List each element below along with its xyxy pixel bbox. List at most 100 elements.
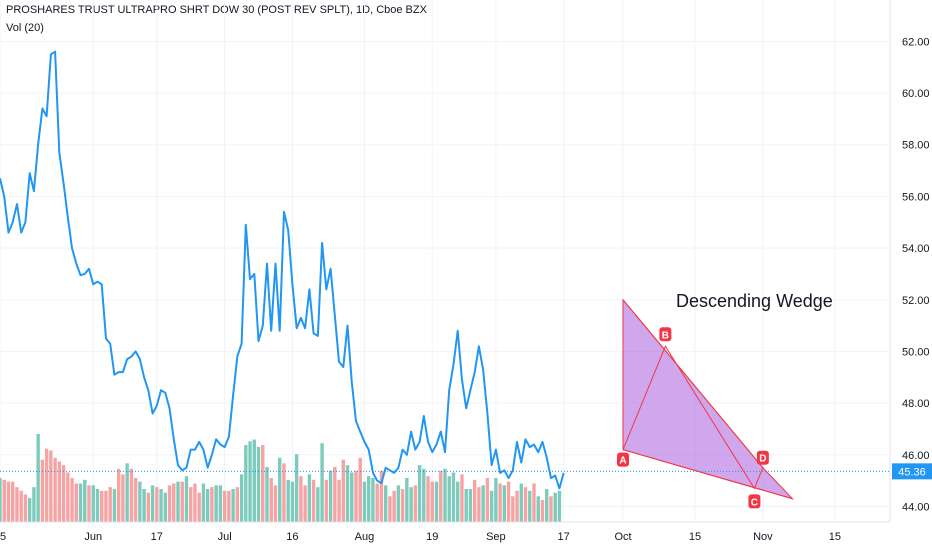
- pattern-point-a[interactable]: [617, 452, 629, 467]
- volume-bar: [121, 474, 125, 522]
- y-tick-label: 58.00: [902, 140, 930, 152]
- volume-bar: [273, 485, 278, 522]
- volume-bar: [227, 490, 231, 522]
- volume-bar: [210, 487, 214, 522]
- volume-bar: [163, 492, 167, 522]
- volume-bar: [265, 467, 269, 522]
- y-tick-label: 46.00: [902, 450, 930, 462]
- volume-bar: [307, 474, 312, 522]
- volume-bar: [53, 457, 57, 522]
- volume-bar: [286, 479, 290, 522]
- volume-bar: [430, 481, 434, 522]
- volume-bar: [74, 483, 78, 522]
- pattern-point-b[interactable]: [659, 327, 672, 342]
- x-tick-label: 15: [829, 531, 841, 543]
- volume-bar: [91, 485, 95, 522]
- x-tick-label: 17: [558, 531, 570, 543]
- volume-bar: [515, 490, 519, 522]
- volume-bar: [409, 487, 413, 522]
- volume-bar: [532, 483, 536, 522]
- volume-bar: [66, 472, 70, 522]
- volume-bar: [417, 465, 422, 522]
- volume-bar: [244, 445, 248, 522]
- volume-bar: [472, 479, 477, 522]
- volume-bar: [485, 478, 490, 522]
- volume-bar: [311, 479, 316, 522]
- volume-bar: [83, 479, 87, 522]
- volume-bar: [15, 487, 19, 522]
- y-tick-label: 50.00: [902, 346, 930, 358]
- volume-bar: [278, 457, 282, 522]
- volume-bar: [511, 496, 515, 522]
- volume-bar: [519, 483, 523, 522]
- wedge-lower-line: [622, 449, 793, 500]
- x-tick-label: Oct: [614, 531, 631, 543]
- wedge-upper-line: [622, 299, 764, 469]
- x-tick-label: 15: [0, 531, 6, 543]
- volume-bar: [61, 465, 66, 522]
- y-tick-label: 56.00: [902, 191, 930, 203]
- volume-bar: [477, 487, 481, 522]
- volume-bar: [388, 496, 392, 522]
- volume-bar: [49, 450, 53, 522]
- pattern-point-c[interactable]: [748, 494, 761, 509]
- volume-bar: [184, 476, 189, 522]
- volume-bar: [193, 483, 197, 522]
- volume-bar: [294, 454, 299, 522]
- volume-bar: [218, 485, 223, 522]
- volume-bar: [252, 439, 256, 522]
- volume-bar: [379, 470, 384, 522]
- volume-bar: [36, 434, 40, 522]
- pattern-label-a: A: [619, 456, 626, 467]
- volume-bar: [214, 485, 218, 522]
- volume-bar: [299, 476, 303, 522]
- volume-bar: [303, 485, 307, 522]
- volume-bar: [328, 470, 333, 522]
- volume-bar: [32, 487, 36, 522]
- volume-bar: [0, 478, 2, 522]
- volume-bar: [350, 472, 354, 522]
- x-tick-label: Nov: [753, 531, 773, 543]
- volume-bar: [142, 489, 146, 522]
- volume-bar: [383, 485, 388, 522]
- volume-bar: [100, 490, 104, 522]
- pattern-annotation: Descending Wedge: [676, 291, 833, 311]
- volume-bar: [133, 478, 138, 522]
- volume-bar: [290, 481, 295, 522]
- volume-bar: [540, 500, 545, 522]
- volume-bar: [95, 489, 100, 522]
- volume-bar: [112, 489, 117, 522]
- volume-bar: [172, 483, 176, 522]
- volume-bar: [11, 481, 15, 522]
- current-price-label: 45.36: [898, 466, 926, 478]
- volume-bar: [426, 476, 430, 522]
- x-tick-label: Sep: [486, 531, 506, 543]
- indicator-label[interactable]: Vol (20): [6, 22, 44, 34]
- y-tick-label: 44.00: [902, 501, 930, 513]
- volume-bar: [464, 489, 468, 522]
- volume-bar: [201, 483, 206, 522]
- volume-bar: [40, 459, 45, 522]
- volume-bar: [367, 476, 371, 522]
- volume-bar: [324, 479, 329, 522]
- volume-bar: [222, 490, 227, 522]
- y-tick-label: 54.00: [902, 243, 930, 255]
- volume-bar: [108, 487, 112, 522]
- volume-bar: [422, 468, 426, 522]
- y-tick-label: 52.00: [902, 295, 930, 307]
- volume-bar: [460, 474, 464, 522]
- volume-bar: [316, 487, 320, 522]
- volume-bar: [150, 485, 155, 522]
- volume-bar: [341, 459, 345, 522]
- volume-bar: [269, 478, 273, 522]
- volume-bar: [70, 478, 74, 522]
- volume-bar: [159, 489, 163, 522]
- pattern-point-d[interactable]: [756, 450, 769, 465]
- volume-bar: [502, 485, 507, 522]
- x-tick-label: Jul: [218, 531, 232, 543]
- volume-bar: [104, 490, 108, 522]
- x-tick-label: 16: [286, 531, 298, 543]
- volume-bar: [456, 481, 460, 522]
- volume-bar: [57, 461, 62, 522]
